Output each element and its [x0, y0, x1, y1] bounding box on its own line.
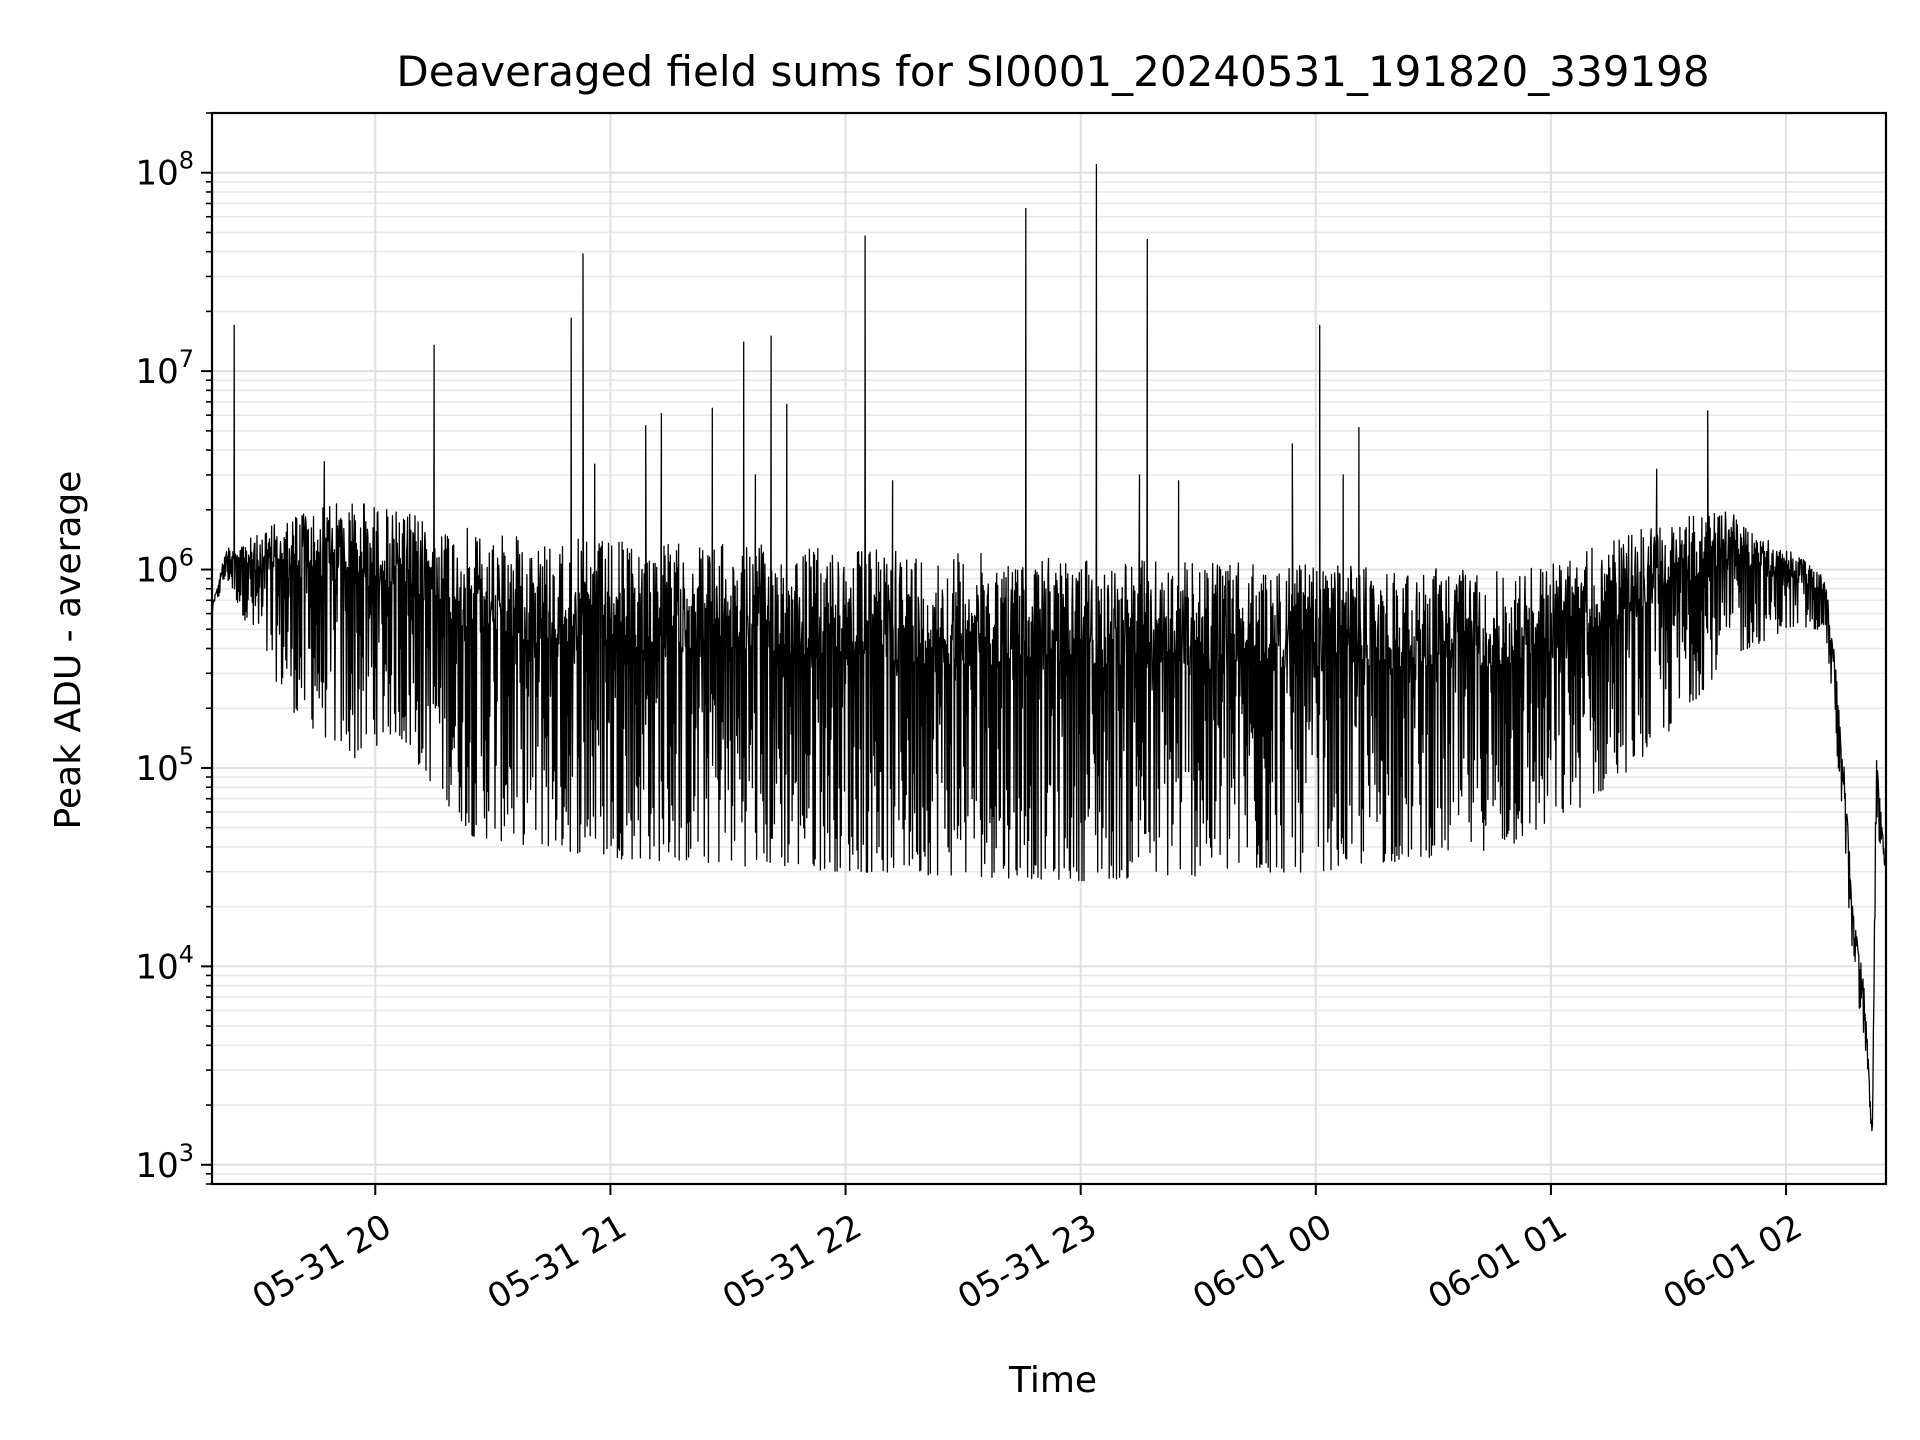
y-tick-label: 103	[135, 1139, 194, 1186]
y-axis: 103 104 105 106 107 108	[135, 112, 212, 1186]
x-axis-label: Time	[1008, 1360, 1097, 1401]
y-tick-label: 107	[135, 345, 194, 392]
y-tick-label: 108	[135, 147, 194, 194]
y-tick-label: 106	[135, 544, 194, 591]
series-line	[211, 163, 1887, 1132]
series-layer	[211, 163, 1887, 1132]
y-tick-label: 104	[135, 940, 194, 987]
chart-title: Deaveraged field sums for SI0001_2024053…	[396, 47, 1709, 96]
y-tick-label: 105	[135, 742, 194, 789]
y-axis-label: Peak ADU - average	[48, 471, 89, 830]
